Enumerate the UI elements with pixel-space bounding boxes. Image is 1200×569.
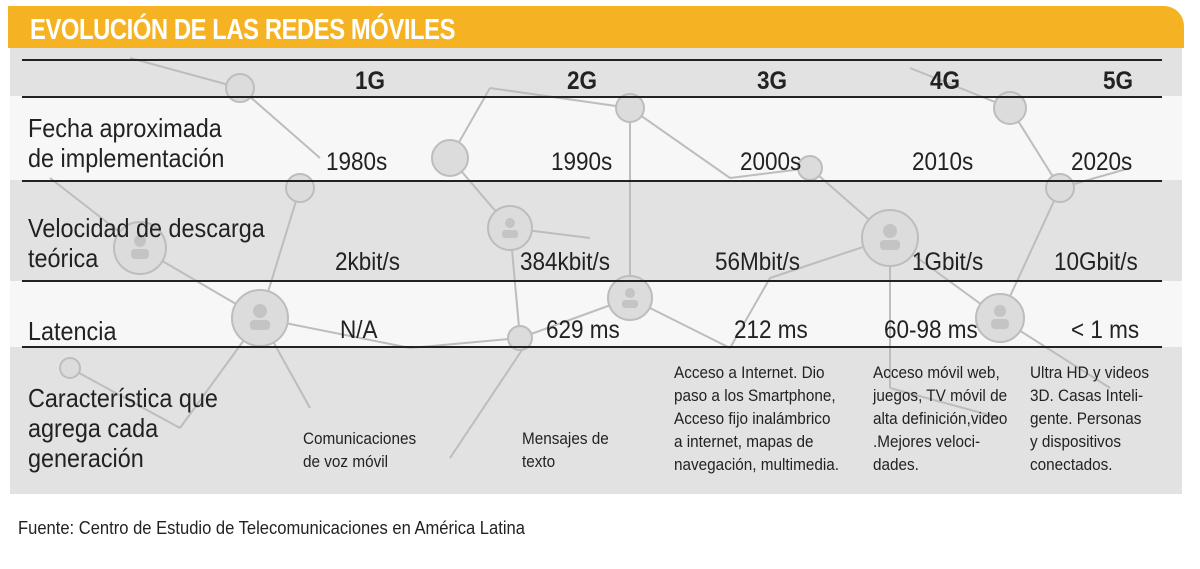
column-header-5g: 5G — [1103, 67, 1134, 95]
row-label-velocidad: Velocidad de descarga teórica — [28, 213, 265, 273]
infographic-title: EVOLUCIÓN DE LAS REDES MÓVILES — [30, 14, 456, 46]
column-header-2g: 2G — [567, 67, 598, 95]
cell-velocidad-2g: 384kbit/s — [520, 248, 611, 276]
cell-fecha-5g: 2020s — [1071, 148, 1133, 176]
row-label-latencia: Latencia — [28, 316, 117, 346]
divider-latencia — [22, 346, 1162, 348]
divider-top — [22, 59, 1162, 61]
cell-fecha-3g: 2000s — [740, 148, 802, 176]
cell-velocidad-3g: 56Mbit/s — [715, 248, 801, 276]
cell-caracteristica-4g: Acceso móvil web, juegos, TV móvil de al… — [873, 363, 1008, 474]
title-bar: EVOLUCIÓN DE LAS REDES MÓVILES — [8, 6, 1184, 48]
cell-fecha-1g: 1980s — [326, 148, 388, 176]
cell-latencia-1g: N/A — [340, 316, 378, 344]
cell-latencia-2g: 629 ms — [546, 316, 620, 344]
cell-velocidad-4g: 1Gbit/s — [912, 248, 984, 276]
cell-caracteristica-1g: Comunicaciones de voz móvil — [303, 429, 417, 471]
column-header-3g: 3G — [757, 67, 788, 95]
column-header-4g: 4G — [930, 67, 961, 95]
cell-fecha-4g: 2010s — [912, 148, 974, 176]
row-label-fecha: Fecha aproximada de implementación — [28, 113, 225, 173]
cell-latencia-5g: < 1 ms — [1071, 316, 1140, 344]
cell-caracteristica-3g: Acceso a Internet. Dio paso a los Smartp… — [674, 363, 839, 474]
cell-latencia-4g: 60-98 ms — [884, 316, 978, 344]
cell-velocidad-5g: 10Gbit/s — [1054, 248, 1138, 276]
cell-fecha-2g: 1990s — [551, 148, 613, 176]
cell-caracteristica-5g: Ultra HD y videos 3D. Casas Inteli- gent… — [1030, 363, 1150, 474]
row-label-caracteristica: Característica que agrega cada generació… — [28, 383, 218, 473]
cell-caracteristica-2g: Mensajes de texto — [522, 429, 609, 471]
cell-latencia-3g: 212 ms — [734, 316, 808, 344]
divider-fecha — [22, 180, 1162, 182]
divider-header — [22, 96, 1162, 98]
column-header-1g: 1G — [355, 67, 386, 95]
divider-velocidad — [22, 280, 1162, 282]
source-credit: Fuente: Centro de Estudio de Telecomunic… — [18, 518, 525, 538]
cell-velocidad-1g: 2kbit/s — [335, 248, 401, 276]
row-band-fecha — [10, 96, 1182, 180]
